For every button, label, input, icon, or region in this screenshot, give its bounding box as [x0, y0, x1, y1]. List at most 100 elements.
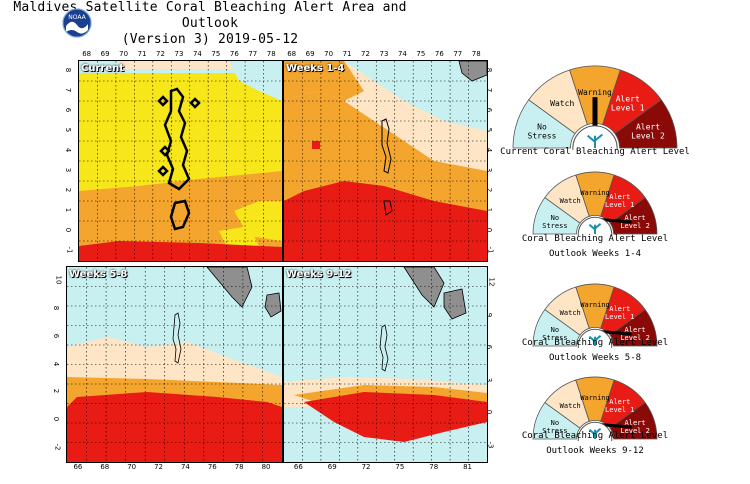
top-lon-axis: 68 68 69 69 70 70 71 71 72 72 73 73 74 74 75 75 76 76 77 77…	[78, 50, 496, 60]
map-panel-weeks-9-12: Weeks 9-12	[283, 266, 488, 463]
gauge-caption-line-1: Coral Bleaching Alert Level	[521, 431, 669, 441]
gauge-segment	[602, 69, 662, 135]
gauge-label: Alert	[636, 122, 660, 131]
gauge-label: Level 2	[631, 131, 665, 140]
gauge-label: No	[537, 122, 547, 131]
gauge-caption-line-1: Coral Bleaching Alert Level	[521, 338, 669, 348]
lon-tick-label: 66	[293, 463, 303, 471]
map-panel-current: Current	[78, 60, 283, 262]
gauge-caption: Coral Bleaching Alert Level Outlook Weeks…	[500, 431, 690, 456]
alert-gauge: No Stress Watch Warning Alert Level 1 Alert Lev…	[525, 168, 665, 252]
lat-tick-label: -1	[65, 246, 74, 254]
lat-tick-label: 1	[485, 207, 494, 213]
lat-tick-label: 8	[52, 305, 61, 311]
coral-icon-shape	[588, 428, 602, 439]
lat-axis-left-top: 8 7 6 5 4 3 2 1 0 -1	[64, 60, 78, 260]
lat-tick-label: 3	[64, 167, 73, 173]
gauge-label: Warning	[580, 301, 610, 309]
panel-label-weeks-9-12: Weeks 9-12	[286, 269, 352, 280]
lat-tick-label: 5	[64, 127, 73, 133]
gauge-label: Alert	[616, 94, 640, 103]
gauge-label: Watch	[560, 197, 581, 205]
gauge-caption: Coral Bleaching Alert Level Outlook Weeks…	[500, 338, 690, 363]
alert-gauge: No Stress Watch Warning Alert Level 1 Alert Lev…	[525, 373, 665, 457]
lat-tick-label: 6	[52, 333, 61, 338]
gauge-label: Stress	[542, 427, 567, 435]
gauge-caption-line-1: Current Coral Bleaching Alert Level	[500, 147, 690, 157]
gauge-segment	[569, 65, 621, 126]
lon-tick-label: 70	[119, 50, 129, 58]
lat-tick-label: 2	[52, 389, 61, 394]
gauge-label: Alert	[625, 326, 646, 334]
lat-tick-label: 2	[64, 187, 73, 193]
gauge-label: Alert	[625, 419, 646, 427]
lat-tick-label: 8	[64, 67, 73, 73]
panel-label-current: Current	[81, 63, 125, 74]
lon-tick-label: 78	[471, 50, 481, 58]
gauge-label: Alert	[625, 214, 646, 222]
gauge-label: Watch	[550, 99, 574, 108]
panel-label-weeks-1-4: Weeks 1-4	[286, 63, 345, 74]
lat-tick-label: 6	[485, 107, 494, 113]
alert-gauge: No Stress Watch Warning Alert Level 1 Alert Lev…	[525, 280, 665, 364]
gauge-label: Level 2	[620, 427, 650, 435]
lat-tick-label: 3	[485, 167, 494, 173]
weeks-1-4-map	[284, 61, 487, 261]
lat-tick-label: 9	[485, 312, 494, 317]
gauge-label: Warning	[578, 88, 612, 97]
gauge-segment	[512, 99, 576, 149]
lon-axis-bottom-right: 66 69 72 75 78 81	[283, 463, 486, 473]
lat-tick-label: 4	[64, 147, 73, 153]
gauge-caption: Coral Bleaching Alert Level Outlook Weeks…	[500, 234, 690, 259]
lon-tick-label: 68	[82, 50, 92, 58]
lat-tick-label: 4	[485, 147, 494, 153]
lon-tick-label: 78	[429, 463, 439, 471]
lat-tick-label: -2	[53, 443, 62, 451]
gauge-label: Level 1	[605, 313, 635, 321]
lat-tick-label: 2	[485, 187, 494, 193]
lon-tick-label: 68	[287, 50, 297, 58]
gauge-label: Watch	[560, 309, 581, 317]
gauge-label: Level 1	[611, 103, 645, 112]
current-map	[79, 61, 282, 261]
lon-tick-label: 73	[379, 50, 389, 58]
lon-tick-label: 81	[463, 463, 472, 471]
lat-tick-label: -3	[486, 441, 495, 449]
lon-tick-label: 76	[434, 50, 444, 58]
gauge-segment	[575, 283, 615, 329]
lon-tick-label: 70	[324, 50, 334, 58]
lon-tick-label: 73	[174, 50, 184, 58]
lat-tick-label: 1	[64, 207, 73, 213]
gauge-label: Stress	[542, 334, 567, 342]
coral-icon-shape	[586, 133, 604, 148]
lon-tick-label: 75	[416, 50, 426, 58]
lon-tick-label: 69	[100, 50, 110, 58]
gauge-segment	[609, 196, 658, 235]
lon-tick-label: 72	[156, 50, 165, 58]
gauge-caption: Current Coral Bleaching Alert Level	[500, 147, 690, 157]
lat-tick-label: 6	[485, 345, 494, 350]
lon-tick-label: 75	[211, 50, 221, 58]
alert-gauge: No Stress Watch Warning Alert Level 1 Alert Lev…	[505, 55, 685, 171]
gauge-segment	[544, 379, 590, 429]
title-line-2: (Version 3) 2019-05-12	[121, 32, 299, 47]
lon-tick-label: 68	[100, 463, 110, 471]
gauge-label: Warning	[580, 189, 610, 197]
lon-tick-label: 77	[453, 50, 463, 58]
gauge-label: Stress	[528, 131, 557, 140]
lat-tick-label: 7	[64, 87, 73, 93]
lat-tick-label: 7	[485, 87, 494, 93]
lat-tick-label: 12	[487, 277, 496, 287]
gauge-label: Alert	[609, 398, 630, 406]
gauge-segment	[528, 69, 588, 135]
lat-axis-left-bottom: 10 8 6 4 2 0 -2	[52, 266, 66, 461]
coral-icon-shape	[588, 335, 602, 346]
gauge-segment	[532, 308, 581, 347]
lon-tick-label: 76	[229, 50, 239, 58]
gauge-label: Stress	[542, 222, 567, 230]
noaa-logo: NOAA	[62, 8, 92, 38]
lat-tick-label: 0	[485, 227, 494, 233]
lat-tick-label: 6	[64, 107, 73, 113]
lon-tick-label: 71	[137, 50, 147, 58]
map-panel-weeks-1-4: Weeks 1-4	[283, 60, 488, 262]
